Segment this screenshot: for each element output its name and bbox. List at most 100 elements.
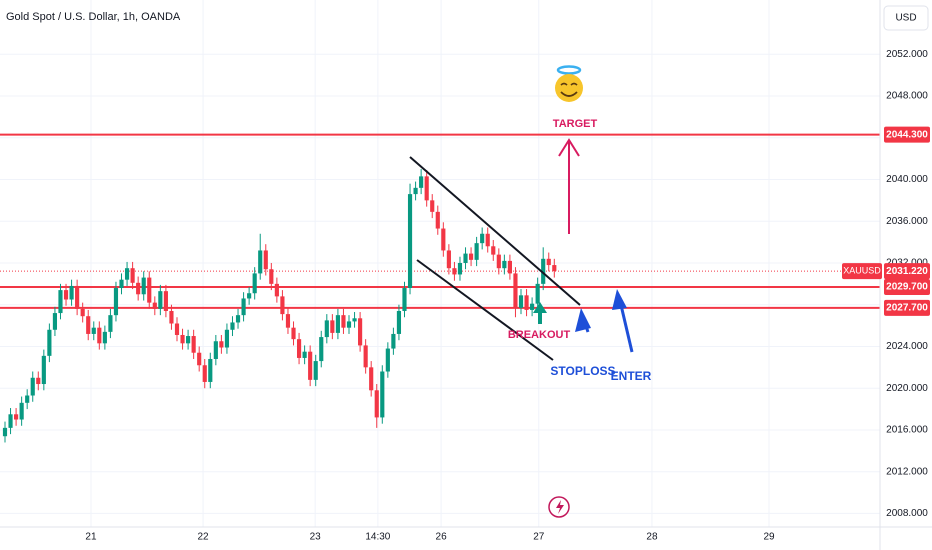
axis-layer: 2008.000 2012.000 2016.000 2020.000 2024.000… (85, 49, 930, 543)
candle-body (457, 262, 463, 275)
candle-body (524, 295, 529, 310)
candle-body (430, 200, 435, 212)
halo (556, 65, 582, 75)
symbol-label-box (842, 263, 882, 280)
candle-body (14, 414, 19, 420)
lightning-icon (548, 496, 570, 518)
icon-bolt (556, 500, 564, 514)
candle-body (124, 268, 130, 280)
enter-arrow-head (612, 289, 627, 310)
candle-body (419, 176, 424, 188)
x-tick-label: 23 (310, 532, 322, 543)
x-tick-label: 22 (198, 532, 210, 543)
candle-body (102, 331, 107, 344)
candle-body (380, 371, 385, 418)
candle-body (463, 253, 468, 263)
candle-body (58, 290, 63, 314)
candle-body (468, 253, 474, 260)
candle-body (513, 273, 518, 308)
candle-body (263, 250, 268, 270)
candle-body (391, 333, 396, 349)
candle-body (180, 334, 185, 344)
candle-body (113, 288, 119, 316)
enter-label: ENTER (611, 369, 652, 383)
emoji (555, 65, 583, 102)
candle-body (2, 427, 8, 437)
candle-body (518, 295, 524, 308)
candle-body (130, 268, 135, 283)
candle-body (546, 258, 551, 266)
candle-body (202, 365, 207, 382)
candle-body (535, 283, 540, 304)
candle-body (274, 283, 279, 297)
candle-body (169, 310, 174, 324)
candle-body (441, 228, 446, 251)
candle-body (52, 313, 58, 330)
candle-body (80, 308, 85, 317)
candle-body (502, 260, 507, 269)
y-tick-label: 2040.000 (886, 174, 928, 185)
x-tick-label: 21 (85, 532, 97, 543)
level-label: 2027.700 (886, 302, 928, 313)
candle-body (63, 290, 69, 300)
candle-body (319, 337, 324, 362)
candle-body (75, 285, 80, 309)
currency-box[interactable] (883, 5, 929, 31)
candle-body (191, 336, 196, 353)
candle-body (8, 414, 13, 428)
candle-body (507, 260, 512, 274)
candle-body (385, 348, 390, 372)
candle-body (413, 187, 418, 195)
candle-body (369, 367, 374, 391)
candle-body (280, 296, 285, 315)
candle-body (213, 341, 218, 359)
candle-body (269, 269, 274, 284)
candle-body (186, 336, 191, 344)
x-tick-label: 28 (646, 532, 658, 543)
candle-body (86, 316, 91, 334)
last-price-box (884, 263, 930, 280)
candle-body (241, 298, 246, 316)
x-tick-label: 27 (533, 532, 545, 543)
candle-body (163, 291, 168, 311)
eyes (560, 82, 578, 86)
candle-body (446, 250, 451, 269)
candle-body (313, 361, 318, 380)
target-label: TARGET (553, 118, 598, 130)
currency-label[interactable]: USD (895, 13, 916, 24)
stoploss-label: STOPLOSS (550, 364, 615, 378)
level-label-box (884, 126, 930, 143)
grid-layer (0, 0, 880, 527)
level-label: 2029.700 (886, 282, 928, 293)
y-tick-label: 2020.000 (886, 383, 928, 394)
candle-body (435, 211, 440, 229)
candle-body (119, 279, 124, 289)
enter-arrow (619, 304, 634, 353)
channel-upper (409, 156, 581, 306)
candle-body (174, 323, 180, 335)
candle-body (158, 291, 163, 309)
candle-body (235, 315, 241, 323)
breakout-label: BREAKOUT (508, 329, 571, 341)
candle-body (346, 321, 352, 328)
candle-layer (2, 169, 557, 443)
candle-body (491, 246, 496, 255)
x-tick-label: 14:30 (365, 532, 390, 543)
candle-body (36, 377, 41, 385)
candle-body (91, 327, 96, 334)
chart-title: Gold Spot / U.S. Dollar, 1h, OANDA (6, 11, 181, 23)
stoploss-arrow-head (575, 308, 591, 332)
candle-body (308, 351, 313, 380)
level-label-box (884, 278, 930, 295)
level-label-box (884, 299, 930, 316)
candle-body (41, 355, 46, 385)
candle-body (302, 351, 307, 358)
candle-body (335, 315, 340, 333)
candle-body (252, 273, 257, 294)
smile (560, 91, 578, 97)
y-tick-label: 2008.000 (886, 508, 928, 519)
y-tick-label: 2012.000 (886, 466, 928, 477)
breakout-arrow-head (533, 302, 547, 313)
y-tick-label: 2024.000 (886, 341, 928, 352)
